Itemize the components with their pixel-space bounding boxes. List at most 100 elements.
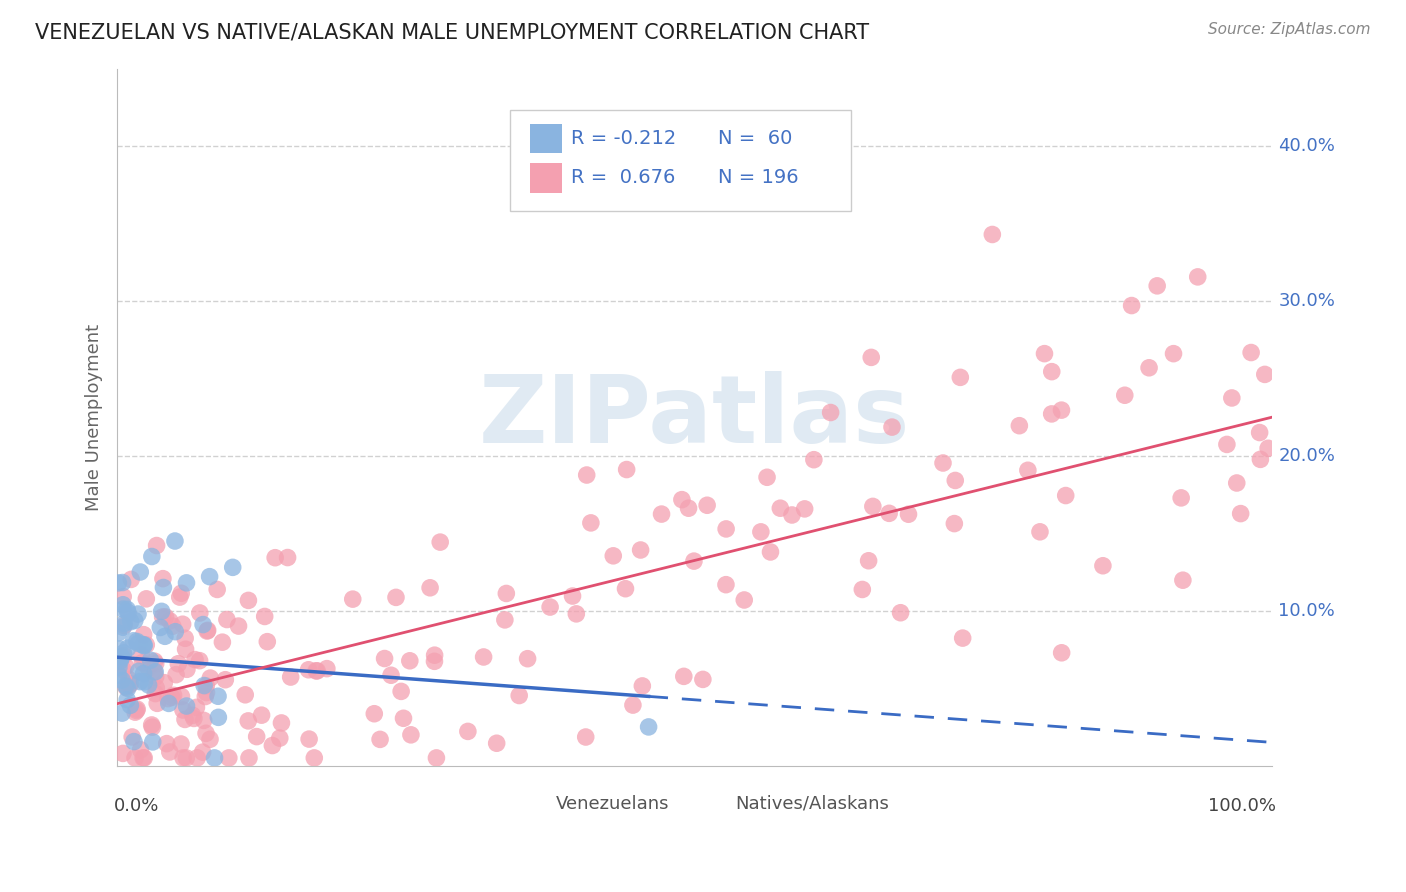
Point [943,474,966,488]
Point [112,602,135,616]
Point [1114,388,1136,402]
Point [631,679,654,693]
Point [172,703,194,717]
Point [1257,442,1279,456]
Point [851,582,873,597]
Point [1040,365,1063,379]
Point [205,582,228,597]
Point [129,648,152,663]
Point [176,662,198,676]
Point [107,575,129,590]
Point [897,508,920,522]
Text: N = 196: N = 196 [718,169,799,187]
Point [183,711,205,725]
Point [132,666,155,681]
Point [120,573,142,587]
Point [575,730,598,744]
Point [110,649,132,664]
Point [156,691,179,706]
Point [793,501,815,516]
Point [124,705,146,719]
Point [538,600,561,615]
Point [419,581,441,595]
Point [108,654,131,668]
Point [165,624,187,639]
Point [112,616,135,631]
Point [880,420,903,434]
Point [153,675,176,690]
Point [115,602,138,616]
Point [207,690,229,704]
Point [803,452,825,467]
Point [118,678,141,692]
Text: 20.0%: 20.0% [1278,447,1336,465]
Point [198,569,221,583]
Point [195,624,218,638]
Point [256,634,278,648]
Point [749,524,772,539]
Point [127,636,149,650]
Point [380,668,402,682]
Point [651,507,673,521]
Point [165,667,187,681]
Point [304,751,326,765]
Point [756,470,779,484]
Point [143,654,166,668]
Point [211,635,233,649]
Point [172,617,194,632]
Point [129,674,152,689]
Point [233,688,256,702]
Point [143,665,166,679]
Text: Natives/Alaskans: Natives/Alaskans [735,795,889,813]
Point [193,679,215,693]
Point [305,664,328,678]
Point [270,715,292,730]
Point [508,689,530,703]
Point [159,614,181,628]
Point [733,593,755,607]
Point [111,598,134,612]
Point [169,590,191,604]
Point [342,592,364,607]
Point [152,581,174,595]
Point [141,718,163,732]
Point [858,554,880,568]
Point [1029,524,1052,539]
Point [1220,391,1243,405]
Point [117,606,139,620]
Point [127,607,149,621]
Point [214,673,236,687]
Point [1163,346,1185,360]
Point [943,516,966,531]
Point [246,730,269,744]
Point [1254,368,1277,382]
Point [152,572,174,586]
Text: ZIPatlas: ZIPatlas [479,371,911,463]
Point [117,641,139,656]
Point [167,657,190,671]
Text: 40.0%: 40.0% [1278,137,1336,155]
Y-axis label: Male Unemployment: Male Unemployment [86,324,103,510]
Point [188,606,211,620]
Point [163,534,186,549]
Point [170,586,193,600]
Point [111,706,134,720]
Point [184,652,207,666]
Point [124,751,146,765]
Point [170,690,193,704]
Point [122,734,145,748]
Point [198,732,221,747]
Point [194,690,217,704]
Point [392,711,415,725]
Point [280,670,302,684]
Point [107,668,129,682]
Point [112,618,135,632]
Point [602,549,624,563]
Point [1170,491,1192,505]
Point [124,614,146,628]
Point [637,720,659,734]
Point [181,708,204,723]
Point [616,462,638,476]
Point [1216,437,1239,451]
Point [630,543,652,558]
